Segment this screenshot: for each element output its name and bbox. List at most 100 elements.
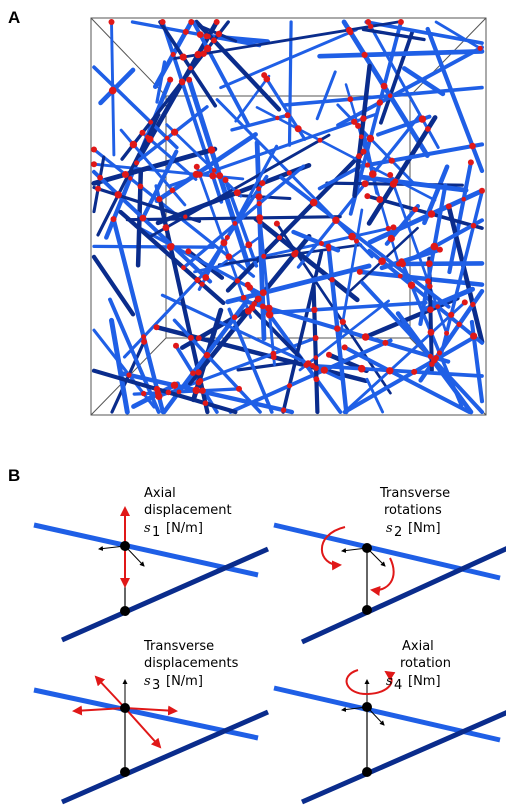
- crosslink-node: [120, 606, 130, 616]
- crosslink-dot: [326, 351, 332, 358]
- crosslink-dot: [236, 385, 242, 392]
- fiber: [440, 190, 484, 354]
- fiber: [92, 185, 202, 223]
- fiber: [250, 306, 303, 361]
- crosslink-dot: [385, 225, 391, 232]
- crosslink-dot: [91, 146, 97, 153]
- crosslink-dot: [273, 220, 280, 227]
- crosslink-dot: [224, 235, 230, 240]
- crosslink-dot: [284, 112, 291, 119]
- crosslink-dot: [364, 193, 371, 200]
- crosslink-dot: [361, 333, 370, 341]
- mode-4-unit: [Nm]: [408, 674, 441, 689]
- crosslink-dot: [436, 350, 443, 356]
- crosslink-dot: [156, 196, 163, 203]
- fiber: [109, 317, 130, 415]
- crosslink-dot: [195, 335, 202, 341]
- crosslink-dot: [169, 243, 175, 249]
- crosslink-dot: [261, 253, 267, 259]
- crosslink-dot: [200, 50, 207, 57]
- crosslink-dot: [427, 306, 434, 314]
- crosslink-dot: [97, 174, 103, 181]
- crosslink-dot: [194, 50, 202, 59]
- crosslink-dot: [325, 243, 332, 250]
- fiber: [228, 338, 393, 414]
- fiber: [91, 368, 238, 415]
- crosslink-dot: [361, 51, 368, 59]
- panel-a-label: A: [8, 8, 21, 27]
- fiber: [181, 164, 305, 270]
- crosslink-dot: [196, 31, 204, 38]
- crosslink-node: [120, 703, 130, 713]
- crosslink-dot: [95, 185, 102, 192]
- crosslink-dot: [369, 170, 377, 178]
- crosslink-dot: [141, 338, 148, 345]
- crosslink-dot: [256, 214, 264, 222]
- crosslink-dot: [317, 137, 323, 143]
- fiber: [227, 307, 274, 414]
- fiber: [365, 194, 484, 230]
- crosslink-dot: [332, 216, 340, 224]
- crosslink-dot: [380, 82, 388, 90]
- crosslink-dot: [259, 303, 266, 310]
- crosslink-dot: [108, 19, 115, 25]
- crosslink-dot: [129, 140, 138, 149]
- crosslink-dot: [170, 51, 176, 58]
- crosslink-dot: [358, 134, 364, 140]
- fiber: [197, 144, 279, 291]
- fiber: [91, 146, 218, 186]
- crosslink-dot: [354, 238, 359, 244]
- fiber: [215, 235, 262, 270]
- crosslink-dot: [280, 407, 287, 413]
- fiber: [317, 49, 485, 59]
- crosslink-dot: [139, 214, 147, 222]
- crosslink-dot: [470, 222, 477, 229]
- fiber: [279, 175, 451, 309]
- fiber: [191, 20, 250, 126]
- fiber: [446, 204, 485, 345]
- mode-1-subtitle: displacement: [144, 503, 232, 518]
- crosslink-dot: [427, 328, 435, 336]
- crosslink-dot: [347, 96, 354, 103]
- crosslink-dot: [164, 135, 170, 141]
- mode-4-title: Axial: [402, 639, 434, 654]
- crosslink-dot: [259, 289, 267, 297]
- fiber: [366, 115, 438, 226]
- crosslink-dot: [398, 258, 405, 265]
- crosslink-node: [362, 543, 372, 553]
- panel-b-label: B: [8, 466, 21, 485]
- crosslink-dot: [194, 277, 201, 283]
- crosslink-dot: [179, 53, 187, 61]
- crosslink-dot: [155, 392, 163, 400]
- mode-transverse-displacements: Transverse displacements s 3 [N/m]: [33, 639, 270, 805]
- mode-2-subtitle: rotations: [384, 503, 442, 518]
- fiber: [237, 297, 451, 364]
- fiber: [253, 216, 360, 303]
- crosslink-node: [120, 767, 130, 777]
- fiber: [315, 70, 337, 121]
- fiber: [225, 149, 366, 293]
- crosslink-dot: [461, 299, 468, 306]
- crosslink-dot: [207, 146, 216, 154]
- fiber: [98, 67, 136, 106]
- crosslink-dot: [265, 310, 274, 319]
- crosslink-dot: [221, 240, 228, 247]
- crosslink-dot: [145, 134, 150, 140]
- crosslink-dot: [213, 19, 220, 25]
- crosslink-dot: [245, 241, 253, 249]
- crosslink-dot: [91, 161, 97, 168]
- crosslink-dot: [183, 214, 188, 219]
- crosslink-dot: [139, 129, 146, 136]
- crosslink-dot: [365, 19, 372, 25]
- crosslink-dot: [286, 383, 293, 389]
- crosslink-dot: [254, 295, 262, 303]
- crosslink-dot: [365, 162, 371, 168]
- crosslink-dot: [275, 115, 280, 121]
- crosslink-dot: [233, 189, 241, 197]
- crosslink-dot: [231, 314, 238, 321]
- crosslink-dot: [427, 210, 436, 218]
- crosslink-dot: [193, 163, 200, 170]
- crosslink-dot: [427, 283, 433, 290]
- crosslink-dot: [392, 178, 399, 185]
- mode-transverse-rotations: Transverse rotations s 2 [Nm]: [273, 486, 506, 645]
